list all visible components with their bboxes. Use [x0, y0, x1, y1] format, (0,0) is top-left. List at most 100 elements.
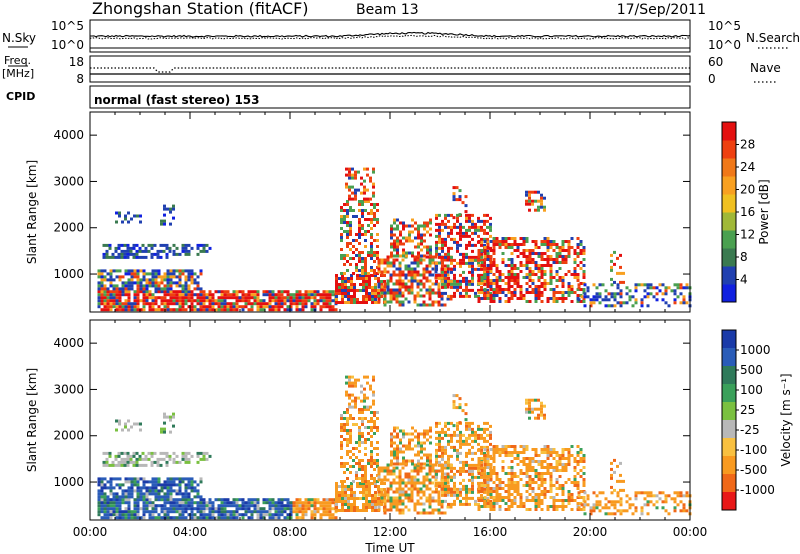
power-cell	[489, 246, 492, 250]
power-cell	[367, 218, 370, 221]
power-cell	[223, 293, 227, 297]
power-cell	[380, 291, 384, 295]
power-cell	[386, 261, 390, 265]
power-cell	[396, 218, 399, 222]
power-cell	[386, 291, 390, 295]
power-cell	[428, 270, 432, 274]
velocity-cell	[370, 444, 373, 447]
velocity-cell	[175, 454, 179, 458]
power-cell	[163, 299, 167, 303]
velocity-cell	[413, 505, 417, 509]
velocity-cell	[453, 475, 456, 479]
velocity-cell	[483, 448, 487, 451]
power-cell	[142, 278, 146, 282]
velocity-cell	[153, 460, 157, 464]
velocity-cell	[372, 378, 375, 382]
power-cell	[286, 296, 290, 300]
velocity-cell	[540, 463, 544, 466]
velocity-cell	[115, 501, 119, 505]
velocity-cell	[607, 512, 611, 516]
velocity-cell	[136, 483, 140, 487]
power-cell	[435, 252, 438, 256]
power-cell	[358, 218, 361, 221]
power-cell	[540, 252, 544, 255]
power-cell	[419, 303, 423, 307]
power-cell	[525, 267, 529, 270]
power-cell	[112, 269, 116, 273]
velocity-cell	[310, 504, 314, 508]
power-cell	[452, 216, 456, 220]
power-cell	[567, 255, 571, 258]
power-cell	[160, 296, 164, 300]
power-cell	[549, 264, 553, 267]
velocity-cell	[435, 448, 438, 452]
power-cell	[307, 290, 311, 294]
velocity-cell	[483, 457, 487, 460]
velocity-cell	[355, 441, 358, 444]
power-cell	[446, 273, 450, 277]
power-cell	[531, 202, 534, 206]
velocity-cell	[552, 451, 556, 454]
velocity-cell	[579, 508, 583, 511]
velocity-cell	[151, 507, 155, 511]
velocity-cell	[477, 424, 480, 428]
velocity-colorbar-segment	[722, 384, 736, 403]
velocity-cell	[458, 421, 462, 425]
power-cell	[489, 228, 492, 232]
velocity-cell	[631, 503, 635, 507]
power-cell	[368, 295, 371, 298]
velocity-cell	[347, 509, 350, 512]
velocity-cell	[181, 492, 185, 496]
power-cell	[395, 291, 399, 295]
power-cell	[646, 304, 650, 308]
velocity-cell	[468, 421, 471, 425]
velocity-cell	[129, 457, 133, 461]
power-cell	[259, 305, 263, 309]
velocity-cell	[367, 432, 370, 435]
power-cell	[450, 267, 453, 271]
velocity-cell	[498, 484, 502, 487]
velocity-cell	[431, 499, 435, 503]
power-cell	[598, 295, 602, 299]
velocity-cell	[390, 444, 393, 448]
velocity-cell	[486, 475, 490, 478]
power-cell	[504, 264, 508, 267]
power-cell	[361, 200, 364, 203]
power-cell	[486, 243, 490, 246]
velocity-cell	[184, 483, 188, 487]
power-cell	[166, 284, 170, 288]
velocity-cell	[365, 488, 368, 491]
velocity-cell	[395, 508, 399, 512]
velocity-cell	[274, 501, 278, 505]
velocity-cell	[434, 499, 438, 503]
velocity-cell	[159, 451, 163, 455]
power-colorbar-label: Power [dB]	[757, 179, 771, 244]
velocity-cell	[543, 413, 546, 417]
power-cell	[414, 245, 417, 249]
power-cell	[169, 299, 173, 303]
velocity-cell	[109, 477, 113, 481]
velocity-cell	[428, 499, 432, 503]
power-cell	[540, 300, 544, 303]
power-cell	[474, 258, 477, 262]
velocity-cell	[540, 481, 544, 484]
velocity-cell	[610, 503, 614, 507]
power-cell	[468, 288, 471, 292]
power-colorbar-tick-label: 12	[740, 228, 755, 242]
velocity-cell	[175, 510, 179, 514]
velocity-cell	[441, 463, 444, 467]
power-cell	[444, 291, 447, 295]
velocity-cell	[325, 501, 329, 505]
velocity-cell	[634, 509, 638, 513]
velocity-cell	[444, 481, 447, 485]
velocity-cell	[437, 496, 441, 500]
power-cell	[546, 282, 550, 285]
power-cell	[193, 308, 197, 312]
velocity-cell	[411, 462, 414, 466]
power-cell	[401, 279, 405, 283]
power-cell	[118, 269, 122, 273]
velocity-cell	[447, 421, 450, 425]
velocity-cell	[558, 454, 562, 457]
velocity-cell	[145, 501, 149, 505]
power-cell	[471, 282, 474, 286]
